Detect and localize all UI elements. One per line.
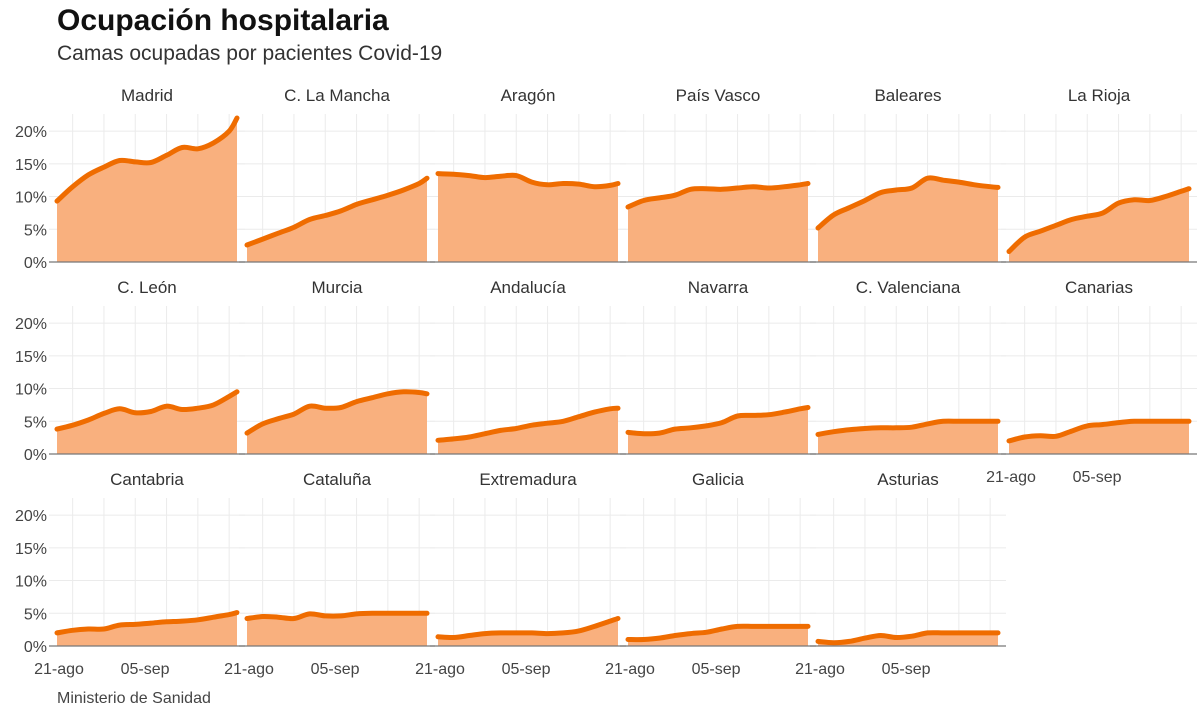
facet-panel-arag-n: Aragón xyxy=(430,86,626,263)
series-line xyxy=(435,405,621,443)
facet-panel-navarra: Navarra xyxy=(620,278,816,455)
series-area xyxy=(1009,188,1189,262)
series-area xyxy=(57,391,237,454)
y-tick-label: 5% xyxy=(24,606,47,623)
facet-title: País Vasco xyxy=(676,86,761,105)
facet-panel-c-le-n: C. León 0% 5% 10% 15% 20% xyxy=(15,278,245,464)
series-line xyxy=(625,405,811,437)
series-line xyxy=(625,623,811,643)
series-line xyxy=(54,610,240,636)
facet-panel-baleares: Baleares xyxy=(810,86,1006,263)
series-area xyxy=(438,173,618,262)
x-tick-label: 21-ago xyxy=(795,661,845,678)
series-line xyxy=(1006,418,1192,444)
facet-panel-andaluc-a: Andalucía xyxy=(430,278,626,455)
series-line xyxy=(815,175,1001,231)
y-tick-label: 10% xyxy=(15,190,47,207)
x-tick-label: 21-ago xyxy=(34,661,84,678)
x-tick-label: 05-sep xyxy=(692,661,741,678)
facet-panel-canarias: Canarias 21-ago 05-sep xyxy=(986,278,1197,486)
y-tick-label: 20% xyxy=(15,316,47,333)
x-tick-label: 05-sep xyxy=(1073,469,1122,486)
facet-title: Baleares xyxy=(874,86,941,105)
facet-panel-madrid: Madrid 0% 5% 10% 15% 20% xyxy=(15,86,245,272)
y-tick-label: 5% xyxy=(24,222,47,239)
y-tick-label: 15% xyxy=(15,157,47,174)
source-note: Ministerio de Sanidad xyxy=(57,690,211,707)
series-area xyxy=(57,118,237,262)
series-line xyxy=(815,418,1001,437)
facet-panel-murcia: Murcia xyxy=(239,278,435,455)
y-tick-label: 5% xyxy=(24,414,47,431)
series-line xyxy=(435,616,621,641)
facet-title: Madrid xyxy=(121,86,173,105)
y-tick-label: 20% xyxy=(15,508,47,525)
series-line xyxy=(435,171,621,190)
y-tick-label: 10% xyxy=(15,574,47,591)
y-tick-label: 0% xyxy=(24,639,47,656)
x-tick-label: 21-ago xyxy=(415,661,465,678)
facet-title: Galicia xyxy=(692,470,745,489)
y-tick-label: 0% xyxy=(24,447,47,464)
series-line xyxy=(625,181,811,210)
facet-title: Murcia xyxy=(311,278,363,297)
series-area xyxy=(818,632,998,646)
y-tick-label: 10% xyxy=(15,382,47,399)
y-tick-label: 0% xyxy=(24,255,47,272)
x-tick-label: 05-sep xyxy=(121,661,170,678)
facet-panel-c-valenciana: C. Valenciana xyxy=(810,278,1006,455)
facet-title: C. Valenciana xyxy=(856,278,961,297)
x-tick-label: 05-sep xyxy=(311,661,360,678)
facet-title: Canarias xyxy=(1065,278,1133,297)
series-area xyxy=(247,391,427,454)
chart-subtitle: Camas ocupadas por pacientes Covid-19 xyxy=(57,42,443,65)
series-line xyxy=(54,115,240,204)
series-area xyxy=(628,407,808,454)
x-tick-label: 21-ago xyxy=(986,469,1036,486)
y-tick-label: 15% xyxy=(15,541,47,558)
chart-title: Ocupación hospitalaria xyxy=(57,4,389,37)
x-tick-label: 21-ago xyxy=(605,661,655,678)
facet-title: Cataluña xyxy=(303,470,372,489)
series-area xyxy=(247,613,427,646)
facet-title: Cantabria xyxy=(110,470,184,489)
series-area xyxy=(818,177,998,262)
facet-title: Aragón xyxy=(501,86,556,105)
facet-title: Navarra xyxy=(688,278,749,297)
series-area xyxy=(1009,421,1189,454)
facet-title: C. León xyxy=(117,278,177,297)
x-tick-label: 05-sep xyxy=(502,661,551,678)
facet-title: Andalucía xyxy=(490,278,566,297)
series-area xyxy=(438,618,618,646)
facet-title: Extremadura xyxy=(479,470,577,489)
series-line xyxy=(815,630,1001,646)
facet-panel-catalu-a: Cataluña 21-ago 05-sep xyxy=(224,470,435,678)
facet-panel-asturias: Asturias 21-ago 05-sep xyxy=(795,470,1006,678)
series-line xyxy=(244,389,430,436)
x-tick-label: 05-sep xyxy=(882,661,931,678)
series-line xyxy=(244,610,430,622)
facet-title: C. La Mancha xyxy=(284,86,390,105)
series-area xyxy=(628,183,808,262)
facet-panel-pa-s-vasco: País Vasco xyxy=(620,86,816,263)
y-tick-label: 15% xyxy=(15,349,47,366)
facet-panel-extremadura: Extremadura 21-ago 05-sep xyxy=(415,470,626,678)
facet-title: La Rioja xyxy=(1068,86,1131,105)
y-tick-label: 20% xyxy=(15,124,47,141)
series-area xyxy=(628,626,808,646)
facet-title: Asturias xyxy=(877,470,938,489)
facet-panel-galicia: Galicia 21-ago 05-sep xyxy=(605,470,816,678)
series-line xyxy=(54,389,240,432)
facet-panel-c-la-mancha: C. La Mancha xyxy=(239,86,435,263)
x-tick-label: 21-ago xyxy=(224,661,274,678)
series-line xyxy=(1006,186,1192,254)
facet-panel-la-rioja: La Rioja xyxy=(1001,86,1197,263)
series-line xyxy=(244,175,430,248)
facet-panel-cantabria: Cantabria 0% 5% 10% 15% 20% 21-ago 05-sep xyxy=(15,470,245,678)
